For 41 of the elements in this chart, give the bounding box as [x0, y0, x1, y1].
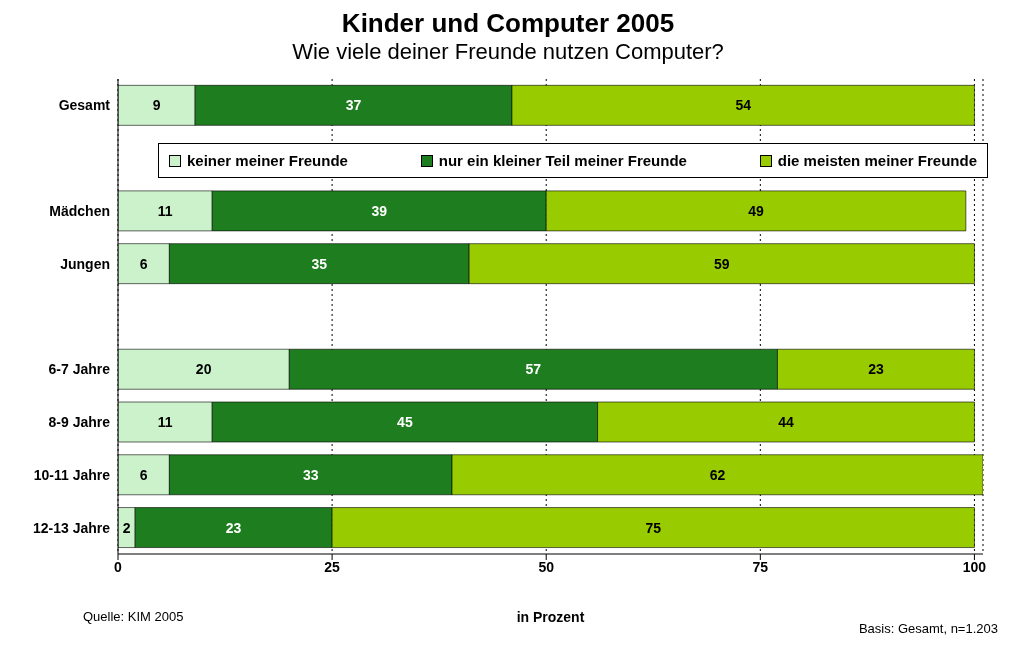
chart-title: Kinder und Computer 2005: [340, 8, 676, 39]
data-label: 23: [225, 519, 242, 536]
data-label: 33: [302, 466, 319, 483]
data-label: 44: [778, 414, 795, 430]
data-label: 59: [714, 255, 730, 272]
legend-label: keiner meiner Freunde: [186, 152, 348, 170]
x-tick-label: 50: [538, 558, 555, 575]
y-tick-label: 12-13 Jahre: [32, 519, 111, 536]
data-label: 49: [748, 202, 765, 219]
text: Basis: Gesamt, n=1.203: [858, 621, 998, 636]
y-tick-label: Jungen: [60, 255, 110, 272]
y-tick-label: 8-9 Jahre: [48, 414, 111, 431]
data-label: 37: [345, 97, 362, 114]
data-label: 23: [868, 361, 884, 378]
data-label: 2: [122, 519, 131, 536]
x-tick-label: 100: [962, 558, 987, 575]
data-label: 11: [157, 202, 173, 219]
legend-label: die meisten meiner Freunde: [776, 152, 977, 170]
legend-label: nur ein kleiner Teil meiner Freunde: [437, 152, 687, 170]
y-tick-label: 10-11 Jahre: [33, 466, 111, 483]
data-label: 11: [157, 414, 173, 430]
data-label: 35: [311, 255, 328, 272]
chart-subtitle: Wie viele deiner Freunde nutzen Computer?: [291, 39, 725, 65]
x-tick-label: 0: [114, 558, 123, 575]
data-label: 9: [152, 97, 161, 114]
y-tick-label: Mädchen: [49, 202, 110, 219]
x-tick-label: 75: [752, 558, 769, 575]
x-axis-title: in Prozent: [516, 609, 585, 625]
data-label: 6: [139, 466, 148, 483]
data-label: 45: [397, 414, 413, 430]
x-tick-label: 25: [324, 558, 341, 575]
data-label: 62: [709, 466, 726, 483]
data-label: 54: [735, 97, 752, 114]
data-label: 39: [371, 202, 388, 219]
data-label: 6: [139, 255, 148, 272]
data-label: 75: [645, 519, 662, 536]
source-note: Quelle: KIM 2005: [83, 609, 184, 624]
data-label: 20: [195, 361, 212, 378]
y-tick-label: 6-7 Jahre: [48, 361, 111, 378]
data-label: 57: [525, 361, 542, 378]
y-tick-label: Gesamt: [58, 97, 111, 114]
